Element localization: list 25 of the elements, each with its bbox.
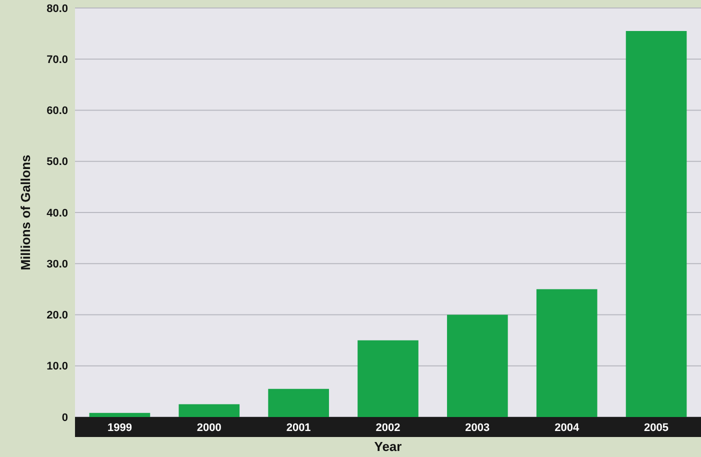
bar xyxy=(536,289,598,417)
x-tick-label: 1999 xyxy=(107,422,132,434)
y-tick-label: 70.0 xyxy=(46,54,68,66)
x-axis-title: Year xyxy=(374,439,402,454)
x-tick-label: 2003 xyxy=(465,422,490,434)
bar xyxy=(626,31,687,417)
bar xyxy=(358,340,418,417)
x-tick-label: 2002 xyxy=(376,422,400,434)
y-tick-label: 10.0 xyxy=(46,360,68,373)
y-tick-label: 50.0 xyxy=(46,156,68,168)
y-tick-label: 30.0 xyxy=(46,258,68,270)
bar xyxy=(268,388,329,417)
x-tick-label: 2004 xyxy=(554,422,580,434)
y-tick-label: 0 xyxy=(62,412,68,424)
y-axis-title: Millions of Gallons xyxy=(18,154,33,270)
bar xyxy=(447,314,508,417)
y-tick-label: 80.0 xyxy=(46,2,68,15)
bar xyxy=(89,412,150,417)
x-tick-label: 2001 xyxy=(286,422,311,434)
y-tick-label: 60.0 xyxy=(46,105,68,118)
x-tick-label: 2000 xyxy=(196,422,222,434)
x-tick-label: 2005 xyxy=(644,422,669,434)
bar xyxy=(178,404,240,417)
y-tick-label: 20.0 xyxy=(46,310,68,322)
y-tick-label: 40.0 xyxy=(46,207,68,220)
